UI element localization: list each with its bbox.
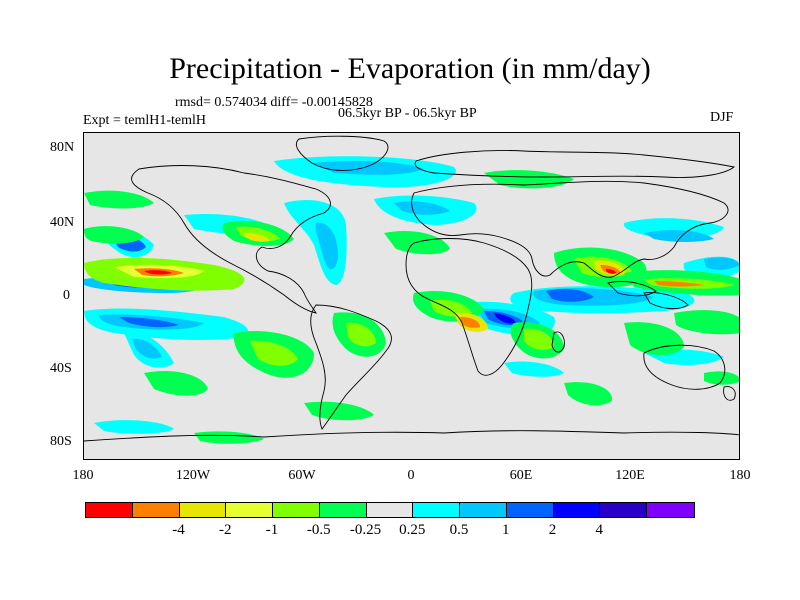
colorbar-swatch [273,503,320,517]
colorbar-swatch [460,503,507,517]
y-tick-label: 0 [63,288,70,303]
colorbar-label: -2 [219,522,232,538]
colorbar-label: -4 [172,522,185,538]
x-tick-label: 0 [407,468,415,483]
colorbar-swatch [86,503,133,517]
colorbar [85,502,695,518]
x-tick-label: 180 [72,468,94,483]
colorbar-label: 2 [548,522,557,538]
colorbar-label: -0.5 [306,522,331,538]
colorbar-swatch [553,503,601,517]
y-tick-label: 80N [50,140,75,155]
y-tick-label: 80S [50,434,72,449]
x-tick-label: 180 [729,468,751,483]
period-label: 06.5kyr BP - 06.5kyr BP [338,106,477,121]
colorbar-label: -1 [265,522,279,538]
colorbar-swatch [319,503,367,517]
x-tick-label: 120E [615,468,645,483]
x-tick-label: 120W [175,468,211,483]
colorbar-swatch [647,503,694,517]
y-tick-label: 40S [50,361,72,376]
map-plot-area [83,132,740,460]
colorbar-swatch [413,503,460,517]
colorbar-swatch [226,503,273,517]
season-label: DJF [710,110,734,125]
x-tick-label: 60E [509,468,533,483]
colorbar-swatch [600,503,647,517]
negative-anomaly-patches [84,170,739,444]
colorbar-swatch [132,503,180,517]
colorbar-label: 4 [595,522,604,538]
y-tick-label: 40N [50,215,75,230]
colorbar-swatch [506,503,554,517]
colorbar-label: 0.25 [399,522,426,538]
colorbar-swatch [179,503,227,517]
map-field [84,135,739,444]
experiment-label: Expt = temlH1-temlH [83,113,206,128]
colorbar-swatch [366,503,414,517]
colorbar-label: 0.5 [449,522,469,538]
coastlines [84,135,739,442]
colorbar-label: -0.25 [349,522,382,538]
colorbar-label: 1 [502,522,510,538]
stats-text: rmsd= 0.574034 diff= -0.00145828 [175,95,373,110]
x-tick-label: 60W [288,468,316,483]
map-title: Precipitation - Evaporation (in mm/day) [169,52,651,85]
